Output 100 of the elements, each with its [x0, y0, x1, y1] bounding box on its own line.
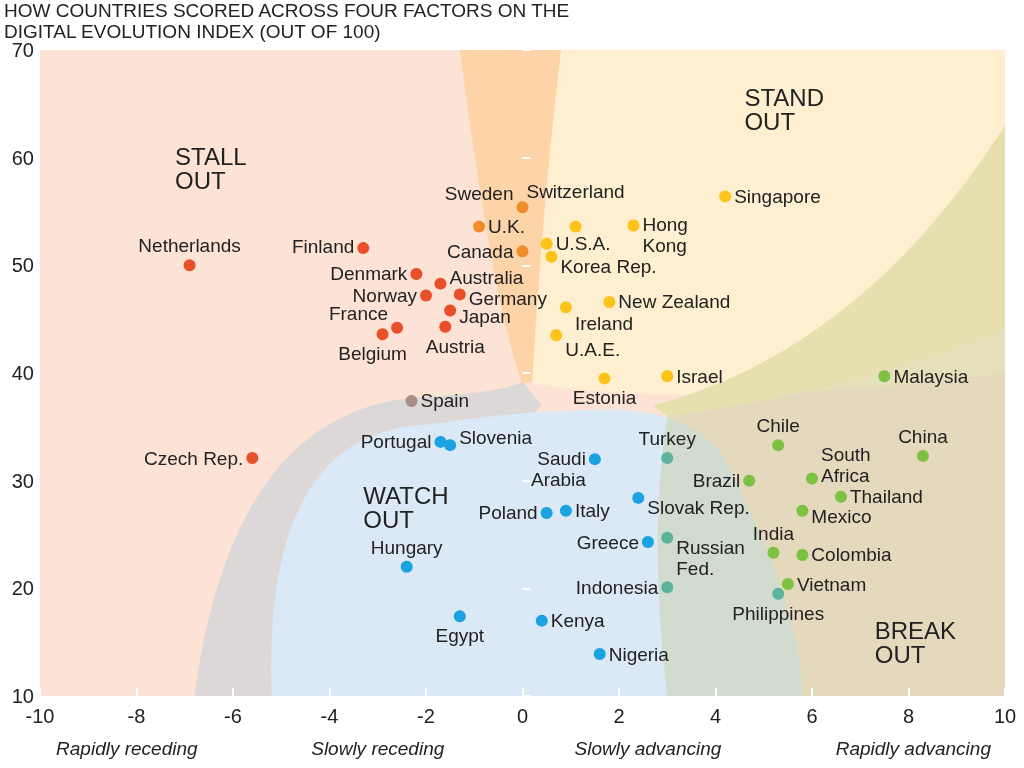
annotation: South Africa	[821, 443, 871, 486]
point	[603, 295, 616, 308]
annotation: Germany	[468, 287, 548, 309]
annotation: Egypt	[435, 625, 485, 647]
annotation: Turkey	[638, 428, 697, 450]
point	[569, 220, 582, 233]
x-tick-label: -6	[224, 705, 242, 727]
point	[641, 536, 654, 549]
annotation: Vietnam	[796, 573, 867, 595]
annotation: Kenya	[550, 610, 606, 632]
point	[719, 190, 732, 203]
point	[593, 648, 606, 661]
annotation: Brazil	[692, 470, 741, 492]
y-tick-label: 10	[11, 685, 34, 707]
annotation: Hong Kong	[642, 214, 688, 257]
annotation: Slovak Rep.	[647, 497, 750, 519]
annotation: China	[898, 425, 949, 447]
point	[434, 277, 447, 290]
annotation: Ireland	[574, 312, 634, 334]
annotation: STALL OUT	[175, 142, 247, 194]
annotation: U.A.E.	[565, 338, 621, 360]
y-tick-label: 30	[11, 469, 34, 492]
annotation: Portugal	[360, 431, 432, 453]
point	[598, 372, 611, 385]
annotation: U.S.A.	[555, 233, 611, 255]
point	[444, 439, 457, 452]
point	[878, 370, 891, 383]
point	[627, 219, 640, 232]
point	[473, 220, 486, 233]
annotation: Czech Rep.	[144, 447, 244, 469]
point	[410, 267, 423, 280]
point	[661, 452, 674, 465]
annotation: Japan	[459, 306, 511, 328]
annotation: Thailand	[849, 486, 923, 508]
annotation: Estonia	[572, 387, 637, 409]
annotation: WATCH OUT	[363, 482, 449, 534]
annotation: India	[752, 522, 795, 544]
annotation: Switzerland	[526, 180, 625, 202]
point	[453, 288, 466, 301]
point	[661, 581, 674, 594]
point	[444, 304, 457, 317]
annotation: Mexico	[811, 506, 872, 528]
point	[588, 453, 601, 466]
text: Rapidly advancing	[835, 737, 992, 759]
annotation: Netherlands	[138, 235, 241, 257]
annotation: New Zealand	[618, 291, 731, 313]
x-tick-label: -8	[127, 705, 146, 727]
point	[357, 242, 370, 255]
point	[772, 587, 785, 600]
point	[516, 245, 529, 258]
point	[661, 531, 674, 544]
x-tick-label: -10	[25, 705, 55, 727]
y-tick-label: 70	[11, 39, 34, 61]
annotation: Israel	[676, 365, 723, 387]
point	[434, 435, 447, 448]
annotation: France	[328, 303, 389, 325]
x-tick-label: 6	[806, 705, 818, 727]
point	[559, 301, 572, 314]
x-tick-label: -2	[417, 705, 435, 727]
x-tick-label: -4	[320, 705, 339, 727]
point	[540, 506, 553, 519]
annotation: Saudi Arabia	[530, 448, 587, 491]
point	[916, 449, 929, 462]
point	[767, 546, 780, 559]
annotation: Finland	[291, 235, 355, 257]
annotation: Philippines	[732, 602, 825, 624]
annotation: Korea Rep.	[560, 256, 657, 278]
point	[405, 395, 418, 407]
point	[834, 490, 847, 503]
text: Slowly receding	[311, 737, 445, 759]
x-tick-label: 0	[516, 705, 529, 727]
point	[535, 614, 548, 627]
annotation: Belgium	[338, 343, 407, 365]
point	[661, 370, 674, 383]
annotation: Spain	[420, 390, 470, 412]
text: Slowly advancing	[574, 737, 722, 759]
y-tick-label: 50	[11, 254, 34, 277]
x-tick-label: 10	[993, 705, 1017, 727]
annotation: Singapore	[734, 185, 821, 207]
point	[545, 250, 558, 263]
point	[400, 560, 413, 573]
annotation: U.K.	[488, 216, 526, 238]
annotation: Greece	[576, 531, 639, 553]
annotation: Colombia	[811, 544, 893, 566]
point	[453, 610, 466, 623]
annotation: Norway	[352, 284, 418, 306]
annotation: Malaysia	[893, 365, 969, 387]
annotation: Poland	[478, 502, 538, 524]
point	[183, 259, 196, 272]
point	[772, 439, 785, 452]
point	[376, 328, 389, 341]
point	[796, 548, 809, 561]
annotation: Austria	[425, 335, 486, 357]
point	[516, 201, 529, 214]
annotation: Italy	[574, 500, 611, 522]
annotation: Russian Fed.	[676, 536, 745, 579]
annotation: Sweden	[444, 182, 514, 204]
point	[391, 321, 404, 334]
point	[550, 329, 563, 342]
annotation: STAND OUT	[744, 83, 825, 135]
